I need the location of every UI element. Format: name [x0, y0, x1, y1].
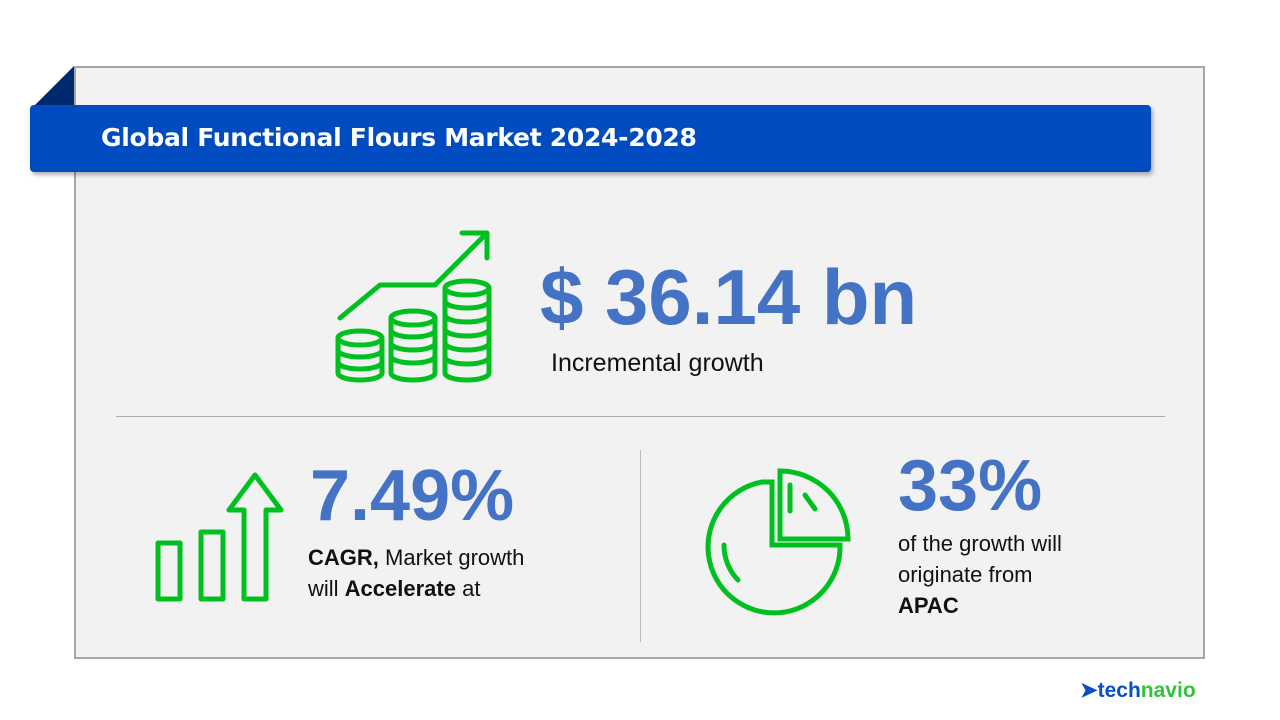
incremental-value: $ 36.14 bn — [540, 253, 918, 341]
cagr-line2-pre: will — [308, 576, 345, 601]
incremental-label: Incremental growth — [551, 349, 764, 377]
bar-arrow-up-icon — [155, 472, 284, 602]
region-name: APAC — [898, 593, 959, 618]
logo-part1: tech — [1097, 679, 1141, 702]
title-banner: Global Functional Flours Market 2024-202… — [30, 105, 1151, 172]
cagr-text: CAGR, Market growth will Accelerate at — [308, 542, 524, 604]
region-line2: originate from — [898, 562, 1033, 587]
region-line1: of the growth will — [898, 531, 1062, 556]
cagr-value: 7.49% — [310, 456, 515, 536]
page-title: Global Functional Flours Market 2024-202… — [101, 123, 697, 152]
banner-fold — [34, 66, 74, 106]
region-value: 33% — [898, 446, 1043, 526]
cagr-line1: Market growth — [378, 545, 525, 570]
region-text: of the growth will originate from APAC — [898, 528, 1062, 621]
cagr-line2-post: at — [455, 576, 481, 601]
coins-growth-icon — [335, 230, 492, 383]
cagr-label: CAGR, — [308, 545, 379, 570]
logo-part2: navio — [1140, 679, 1196, 702]
pie-chart-icon — [705, 468, 851, 616]
divider-horizontal — [116, 416, 1165, 417]
cagr-accelerate: Accelerate — [344, 576, 456, 601]
technavio-logo-icon: ➤ — [1080, 679, 1098, 702]
technavio-logo: ➤technavio — [1080, 678, 1196, 703]
divider-vertical — [640, 450, 641, 642]
